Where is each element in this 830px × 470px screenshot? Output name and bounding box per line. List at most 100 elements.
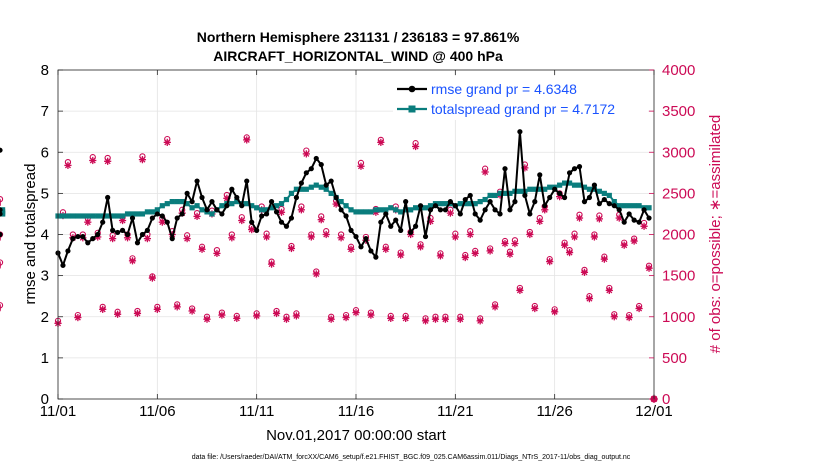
totalspread-point — [124, 211, 131, 217]
star-stroke — [626, 314, 633, 321]
legend-totalspread-marker — [408, 105, 416, 113]
totalspread-point — [110, 213, 116, 219]
totalspread-point — [234, 199, 240, 205]
rmse-point — [85, 240, 91, 246]
rmse-point — [110, 227, 116, 233]
rmse-point — [308, 166, 314, 172]
star-stroke — [194, 213, 201, 220]
rmse-point — [129, 215, 136, 221]
totalspread-point — [313, 182, 319, 188]
rmse-point — [254, 227, 260, 233]
star-stroke — [323, 231, 330, 238]
star-stroke — [298, 206, 305, 213]
totalspread-point — [95, 213, 101, 219]
y-axis-label-right: # of obs: o=possible; ∗=assimilated — [707, 115, 724, 354]
rmse-point — [497, 211, 503, 217]
rmse-point — [328, 178, 334, 184]
totalspread-point — [303, 186, 309, 192]
rmse-point — [105, 194, 111, 201]
star-stroke — [64, 162, 71, 169]
rmse-point — [303, 170, 309, 176]
obs-assimilated-point — [322, 230, 330, 239]
star-stroke — [501, 240, 509, 247]
rmse-point — [318, 161, 324, 168]
obs-assimilated-point — [357, 162, 365, 170]
rmse-point — [502, 166, 508, 172]
star-stroke — [154, 306, 161, 313]
totalspread-point — [581, 184, 588, 190]
star-stroke — [516, 287, 523, 294]
rmse-point — [482, 207, 488, 213]
obs-assimilated-point — [352, 309, 360, 317]
rmse-point — [596, 201, 602, 207]
star-stroke — [447, 210, 454, 217]
totalspread-point — [129, 211, 136, 217]
star-stroke — [601, 256, 608, 263]
rmse-point — [224, 203, 230, 209]
rmse-point — [184, 190, 190, 196]
star-stroke — [531, 305, 538, 312]
rmse-point — [517, 129, 523, 135]
obs-assimilated-point — [272, 309, 281, 318]
totalspread-point — [373, 207, 379, 213]
star-stroke — [199, 246, 206, 253]
y-left-tick-label: 3 — [41, 268, 49, 285]
star-stroke — [189, 307, 196, 314]
rmse-point — [552, 186, 558, 192]
star-stroke — [636, 305, 643, 312]
totalspread-point — [606, 192, 612, 199]
totalspread-point — [328, 190, 334, 196]
star-stroke — [511, 240, 518, 247]
totalspread-point — [636, 203, 642, 209]
obs-assimilated-point — [585, 295, 594, 303]
star-stroke — [213, 250, 220, 257]
star-stroke — [467, 231, 474, 238]
rmse-point — [447, 199, 453, 205]
obs-assimilated-point — [163, 138, 171, 146]
star-stroke — [288, 245, 295, 252]
totalspread-point — [308, 184, 314, 190]
rmse-point — [353, 233, 359, 240]
rmse-point — [333, 194, 339, 201]
star-stroke — [437, 252, 444, 259]
totalspread-point — [363, 209, 369, 215]
rmse-point — [239, 203, 245, 209]
star-stroke — [576, 215, 583, 222]
x-tick-label: 11/26 — [536, 403, 572, 420]
totalspread-point — [70, 213, 76, 219]
rmse-point — [283, 223, 290, 229]
rmse-point — [70, 236, 76, 242]
rmse-point — [249, 219, 255, 225]
obs-assimilated-point — [347, 245, 355, 253]
rmse-point — [562, 194, 568, 201]
rmse-point — [268, 199, 275, 205]
star-stroke — [382, 246, 389, 253]
star-stroke — [293, 312, 300, 319]
totalspread-point — [557, 182, 563, 188]
totalspread-point — [547, 184, 553, 190]
totalspread-point — [254, 205, 260, 211]
rmse-point — [601, 196, 607, 203]
totalspread-point — [323, 186, 329, 192]
rmse-point — [616, 207, 622, 213]
obs-assimilated-point — [595, 215, 603, 223]
totalspread-point — [467, 201, 473, 207]
totalspread-point — [184, 201, 190, 207]
star-stroke — [303, 150, 310, 157]
y-right-tick-label: 3000 — [662, 144, 695, 161]
rmse-point — [631, 217, 637, 223]
obs-assimilated-point — [605, 286, 613, 295]
star-stroke — [387, 315, 394, 322]
legend: rmse grand pr = 4.6348 totalspread grand… — [393, 76, 648, 120]
obs-assimilated-point — [337, 234, 345, 242]
rmse-point — [288, 215, 295, 221]
obs-assimilated-point — [317, 216, 325, 224]
rmse-point — [0, 207, 3, 213]
totalspread-point — [353, 209, 359, 215]
rmse-point — [487, 199, 493, 205]
star-stroke — [263, 233, 270, 240]
obs-assimilated-point — [64, 161, 72, 170]
obs-assimilated-point — [297, 206, 305, 214]
rmse-point — [115, 229, 121, 236]
